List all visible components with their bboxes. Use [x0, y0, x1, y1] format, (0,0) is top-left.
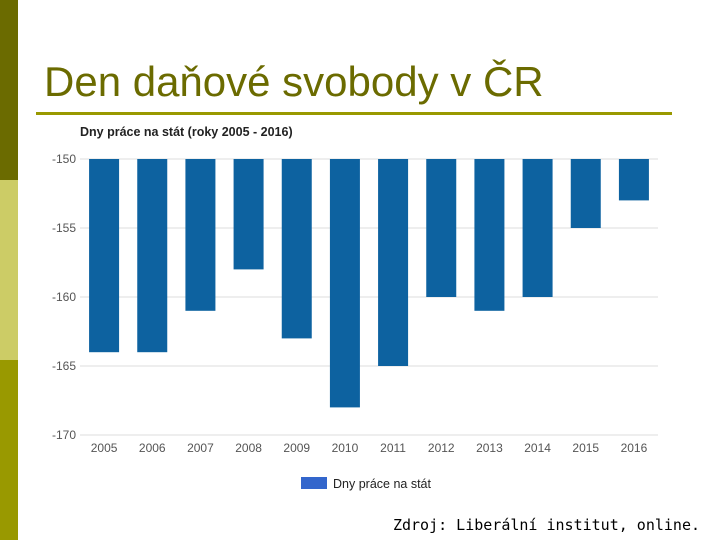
legend: Dny práce na stát — [301, 477, 431, 491]
bar-2016 — [618, 159, 649, 201]
bar-2010 — [329, 159, 360, 408]
bar-2009 — [281, 159, 312, 339]
bar-2005 — [89, 159, 120, 353]
y-tick-label: -150 — [52, 152, 76, 166]
x-tick-label: 2010 — [332, 441, 359, 455]
x-tick-label: 2006 — [139, 441, 166, 455]
title-underline — [36, 112, 672, 115]
x-tick-label: 2014 — [524, 441, 551, 455]
x-tick-label: 2015 — [572, 441, 599, 455]
y-tick-label: -165 — [52, 359, 76, 373]
grid-lines — [80, 158, 658, 436]
y-tick-label: -170 — [52, 428, 76, 442]
x-tick-label: 2008 — [235, 441, 262, 455]
x-tick-label: 2011 — [380, 441, 406, 455]
sidebar-block-middle — [0, 180, 18, 360]
bar-2014 — [522, 159, 553, 297]
x-tick-label: 2013 — [476, 441, 503, 455]
source-note: Zdroj: Liberální institut, online. — [392, 516, 700, 534]
bar-2013 — [474, 159, 505, 311]
chart-title: Dny práce na stát (roky 2005 - 2016) — [80, 125, 293, 139]
legend-label: Dny práce na stát — [333, 477, 431, 491]
x-tick-label: 2016 — [621, 441, 648, 455]
x-tick-label: 2012 — [428, 441, 455, 455]
y-tick-label: -155 — [52, 221, 76, 235]
x-tick-label: 2005 — [91, 441, 118, 455]
bar-2011 — [378, 159, 409, 366]
legend-swatch — [301, 477, 327, 489]
slide-title: Den daňové svobody v ČR — [44, 58, 544, 105]
bar-2007 — [185, 159, 216, 311]
bar-2006 — [137, 159, 168, 353]
bar-2015 — [570, 159, 601, 228]
sidebar-block-bottom — [0, 360, 18, 540]
bar-2012 — [426, 159, 457, 297]
y-tick-label: -160 — [52, 290, 76, 304]
x-tick-label: 2009 — [283, 441, 310, 455]
x-tick-label: 2007 — [187, 441, 214, 455]
x-axis-ticks: 2005 2006 2007 2008 2009 2010 2011 2012 2013 2014… — [91, 441, 648, 455]
y-axis-ticks: -150 -155 -160 -165 -170 — [52, 152, 76, 442]
sidebar-block-top — [0, 0, 18, 180]
decorative-sidebar — [0, 0, 18, 540]
bars — [89, 159, 649, 408]
bar-2008 — [233, 159, 264, 270]
bar-chart: Dny práce na stát (roky 2005 - 2016) -15… — [52, 125, 658, 491]
